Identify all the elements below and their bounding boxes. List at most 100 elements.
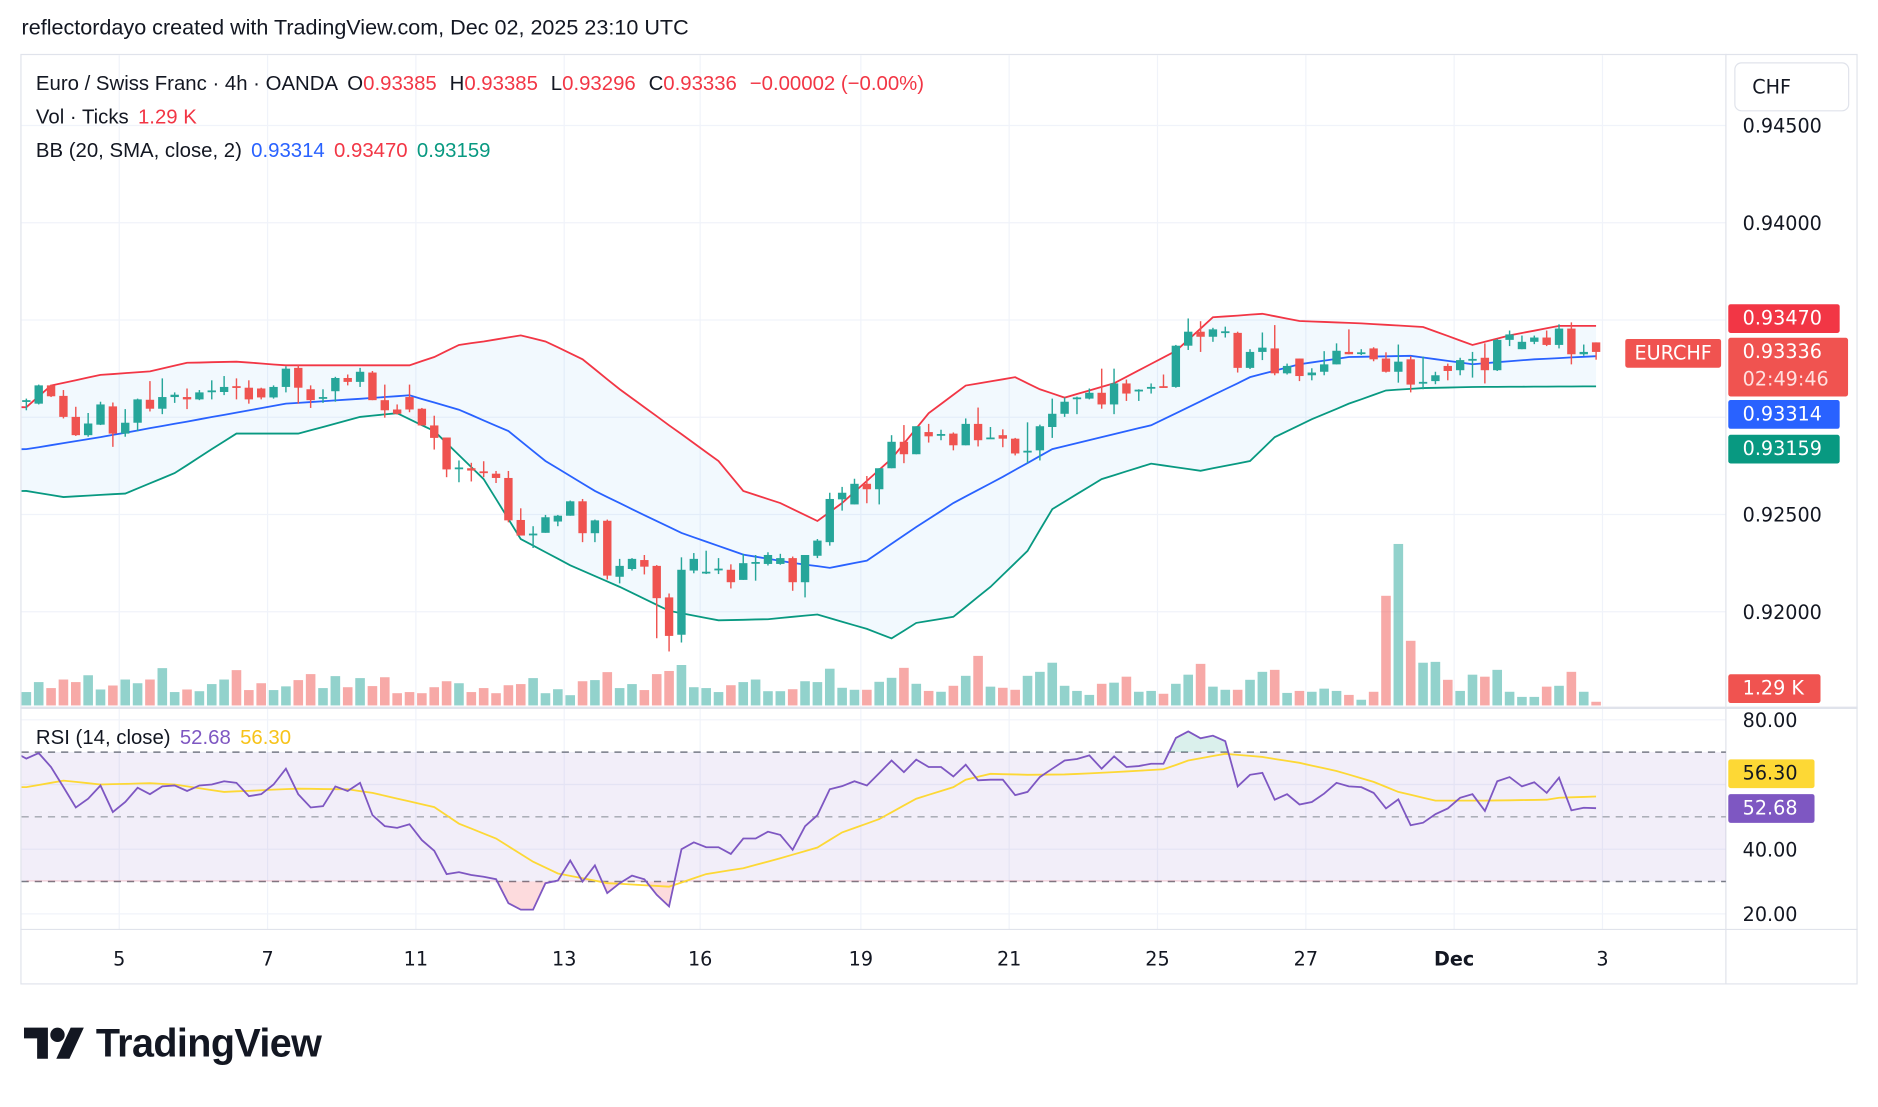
volume-bar [1529,696,1540,706]
volume-bar [1381,595,1391,706]
rsi-value: 52.68 [179,725,231,749]
volume-bar [528,678,538,706]
candle-up [331,377,340,392]
candle-up [1418,381,1428,384]
candle-up [1072,397,1082,400]
volume-bar [1096,683,1107,706]
bollinger-band-fill [21,313,1597,639]
legend-volume[interactable]: Vol · Ticks 1.29 K [36,105,201,129]
candle-up [1258,347,1267,352]
volume-bar [1492,669,1503,706]
volume-bar [800,681,810,706]
volume-bar [701,688,711,706]
rsi-pane [21,730,1726,911]
legend-low-value: 0.93296 [562,71,636,95]
currency-button[interactable]: CHF [1734,62,1850,112]
candlesticks [22,318,1601,652]
volume-bar [1393,543,1404,706]
volume-bar [1059,685,1070,706]
candle-up [195,392,204,400]
volume-bar [182,689,192,706]
time-tick-label: 19 [849,947,873,970]
volume-bar [503,685,514,706]
candle-down [1196,331,1205,337]
volume-bar [491,693,501,706]
time-tick-label: 3 [1596,947,1608,970]
legend-high-label: H [449,71,465,95]
candle-up [454,467,464,470]
candle-down [504,477,513,521]
volume-bar [1220,689,1231,706]
volume-bar [1195,663,1206,706]
volume-bar [923,690,934,706]
candle-up [1357,352,1366,355]
candle-down [1233,332,1242,368]
candle-up [763,554,773,564]
tradingview-logo[interactable]: TradingView [23,1020,322,1066]
candle-up [590,520,600,534]
legend-bollinger[interactable]: BB (20, SMA, close, 2) 0.93314 0.93470 0… [36,139,494,163]
candle-down [1295,358,1304,377]
candle-down [1344,351,1354,355]
candle-up [318,397,328,399]
candle-down [664,597,674,636]
candle-down [1270,348,1279,374]
volume-bar [812,682,823,706]
volume-bar [1368,691,1379,706]
rsi-ma-badge: 56.30 [1728,759,1815,789]
volume-bar [1171,683,1181,706]
volume-bar [1591,701,1601,706]
volume-bar [281,686,291,706]
bar-countdown: 02:49:46 [1742,367,1829,391]
candle-down [1010,438,1020,454]
time-tick-label: Dec [1434,947,1474,970]
volume-bar [305,674,316,706]
volume-bar [1072,690,1082,706]
candle-down [108,406,118,434]
candle-up [96,404,105,425]
volume-bar [108,685,118,706]
price-tick-label: 0.92500 [1743,504,1822,527]
candle-up [22,400,31,402]
legend-open-value: 0.93385 [363,71,437,95]
volume-bar [1517,696,1527,706]
volume-bar [1133,691,1144,706]
candle-down [998,435,1008,439]
candle-up [1109,383,1119,405]
candle-down [949,433,958,446]
legend-low-label: L [550,71,563,95]
candle-down [1159,386,1168,388]
candle-down [1567,328,1576,355]
legend-rsi[interactable]: RSI (14, close) 52.68 56.30 [36,726,295,750]
volume-bars [21,543,1601,706]
volume-bar [1257,671,1268,706]
candle-up [875,468,884,490]
volume-bar [689,687,699,706]
candle-up [1171,345,1181,387]
candle-up [825,498,834,543]
bb-upper-badge: 0.93470 [1728,304,1840,333]
candle-up [1184,331,1193,346]
rsi-line [21,730,1597,911]
volume-label: Vol · Ticks [35,105,129,129]
candle-down [343,377,352,382]
candle-down [1122,383,1131,394]
volume-bar [466,692,477,706]
bb-basis-badge: 0.93314 [1728,400,1840,429]
volume-bar [664,670,674,706]
candle-up [961,423,970,446]
candle-down [899,441,909,455]
volume-bar [1109,682,1119,706]
candle-down [1381,358,1391,372]
candle-up [158,397,167,409]
volume-bar [577,681,588,706]
candle-up [1332,350,1341,365]
candle-down [1406,359,1415,385]
last-price-badge: 0.93336 02:49:46 [1728,337,1849,397]
legend-main: Euro / Swiss Franc · 4h · OANDA O0.93385… [36,72,928,96]
legend-symbol[interactable]: Euro / Swiss Franc · 4h · OANDA [35,71,339,95]
bb-lower-line [21,385,1597,640]
rsi-tick-label: 80.00 [1743,709,1798,732]
volume-bar [58,679,69,706]
